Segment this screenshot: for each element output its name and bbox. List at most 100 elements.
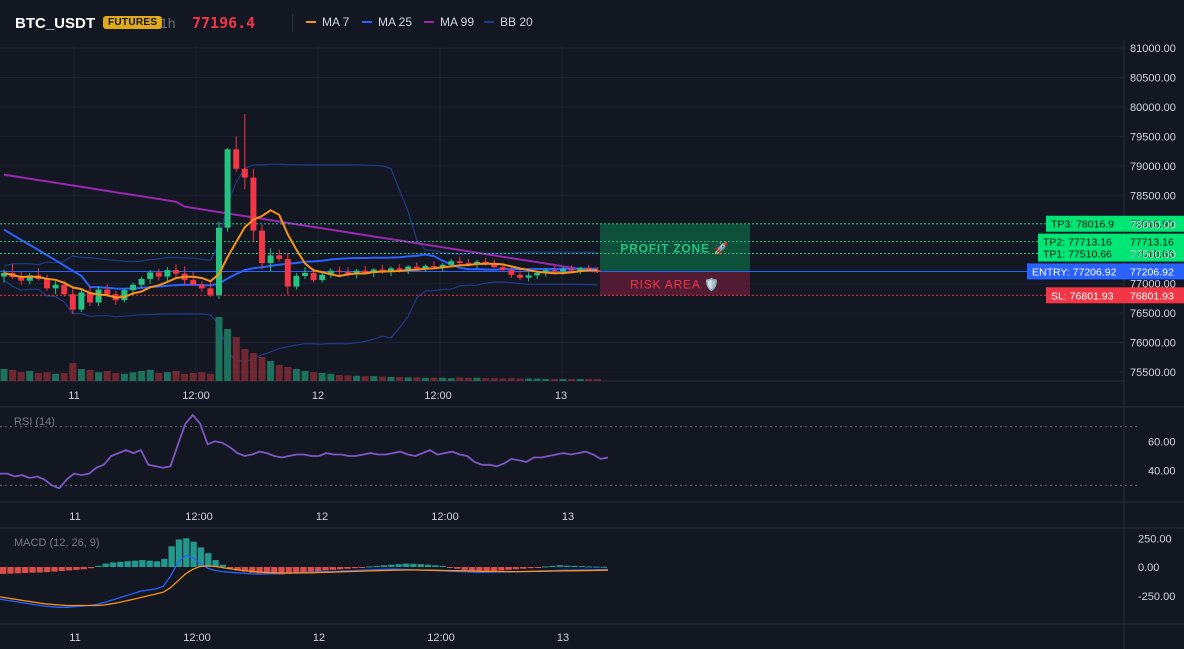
macd-histogram-bar <box>593 566 600 568</box>
time-tick-label: 12 <box>312 390 324 402</box>
macd-histogram-bar <box>131 560 139 567</box>
macd-histogram-bar <box>402 563 410 567</box>
candle-body <box>69 294 76 310</box>
candle-body <box>293 275 300 287</box>
entry-tag-bg <box>1027 263 1124 280</box>
candle-body <box>250 177 257 231</box>
volume-bar <box>206 373 214 381</box>
time-tick-label: 12:00 <box>431 511 459 523</box>
candle-body <box>405 266 412 271</box>
macd-histogram-bar <box>344 567 351 569</box>
risk-area-box <box>600 271 750 296</box>
volume-bar <box>224 329 232 381</box>
timeframe-label[interactable]: 1h <box>160 15 176 31</box>
legend-ma25[interactable]: MA 25 <box>362 15 412 29</box>
macd-histogram-bar <box>21 567 29 573</box>
candle-body <box>18 277 25 281</box>
volume-bar <box>301 371 309 381</box>
candle-body <box>560 268 566 272</box>
macd-histogram-bar <box>446 567 454 568</box>
macd-histogram-bar <box>0 567 7 574</box>
sl-axis-label: 76801.93 <box>1130 290 1174 302</box>
volume-bar <box>542 379 550 381</box>
time-tick-label: 11 <box>69 632 80 644</box>
time-tick-label: 11 <box>68 390 79 402</box>
legend-ma99[interactable]: MA 99 <box>424 15 474 29</box>
macd-histogram-bar <box>58 567 65 572</box>
candle-body <box>1 273 7 277</box>
volume-bar <box>370 376 378 381</box>
candle-body <box>224 149 231 228</box>
price-tick-label: 76500.00 <box>1130 308 1176 320</box>
macd-histogram-bar <box>505 567 512 570</box>
macd-histogram-bar <box>600 566 607 568</box>
sl-tag-bg <box>1046 287 1124 304</box>
time-tick-label: 12:00 <box>183 632 211 644</box>
volume-bar <box>396 377 404 381</box>
candle-body <box>517 274 523 278</box>
macd-histogram-bar <box>241 567 249 572</box>
volume-bar <box>499 378 507 381</box>
tp3-axis-bg <box>1124 215 1184 232</box>
volume-bar <box>9 369 17 381</box>
volume-bar <box>198 372 206 381</box>
candle-body <box>52 284 59 289</box>
candle-body <box>508 270 515 275</box>
volume-bar <box>473 377 481 381</box>
tp1-tag-label: TP1: 77510.66 <box>1043 249 1112 261</box>
volume-bar <box>430 377 438 381</box>
candle-body <box>465 263 472 265</box>
macd-histogram-bar <box>534 567 542 568</box>
volume-bar <box>568 379 576 381</box>
macd-histogram-bar <box>556 565 564 567</box>
tp1-axis-label: 77510.66 <box>1130 249 1174 261</box>
macd-histogram-bar <box>329 567 336 570</box>
macd-histogram-bar <box>227 567 234 569</box>
legend-bb20[interactable]: BB 20 <box>484 15 533 29</box>
macd-histogram-bar <box>410 563 417 567</box>
candle-body <box>198 284 205 289</box>
candle-body <box>534 273 541 276</box>
trade-zones: PROFIT ZONE 🚀 RISK AREA 🛡️ <box>600 223 750 296</box>
candle-body <box>336 270 343 272</box>
macd-histogram-bar <box>307 567 314 573</box>
candle-body <box>216 227 222 295</box>
volume-bar <box>318 373 326 381</box>
macd-histogram-bar <box>249 567 256 573</box>
macd-histogram-bar <box>498 567 505 571</box>
candle-body <box>155 272 162 277</box>
candle-body <box>284 258 291 287</box>
macd-histogram-bar <box>366 566 373 568</box>
price-axis[interactable]: 81000.00 80500.00 80000.00 79500.00 79000.00… <box>1130 43 1176 379</box>
time-tick-label: 13 <box>555 390 567 402</box>
rsi-tick-label: 40.00 <box>1148 466 1176 478</box>
volume-bar <box>275 365 283 381</box>
price-tick-label: 76000.00 <box>1130 338 1176 350</box>
volume-bar <box>550 379 558 381</box>
volume-bar <box>516 378 524 381</box>
symbol-name[interactable]: BTC_USDT <box>15 15 96 32</box>
volume-bar <box>120 373 128 381</box>
time-tick-label: 13 <box>562 511 574 523</box>
macd-histogram-bar <box>109 562 117 567</box>
ma25-line <box>3 228 598 290</box>
macd-histogram-bar <box>7 567 14 574</box>
volume-bar <box>490 378 498 381</box>
macd-histogram-bar <box>102 563 109 567</box>
candle-body <box>87 292 93 303</box>
macd-histogram-bar <box>80 567 87 570</box>
macd-histogram-bar <box>139 560 146 567</box>
macd-histogram-bar <box>197 547 205 567</box>
volume-bar <box>17 372 25 381</box>
risk-area-label: RISK AREA 🛡️ <box>630 277 720 291</box>
legend-ma7[interactable]: MA 7 <box>306 15 349 29</box>
macd-histogram-bar <box>527 567 534 569</box>
candle-body <box>439 264 446 268</box>
candles <box>1 113 601 315</box>
volume-bar <box>482 378 490 381</box>
macd-histogram-bar <box>571 565 578 567</box>
tp3-tag-label: TP3: 78016.9 <box>1051 219 1114 231</box>
ma7-line <box>3 209 598 299</box>
